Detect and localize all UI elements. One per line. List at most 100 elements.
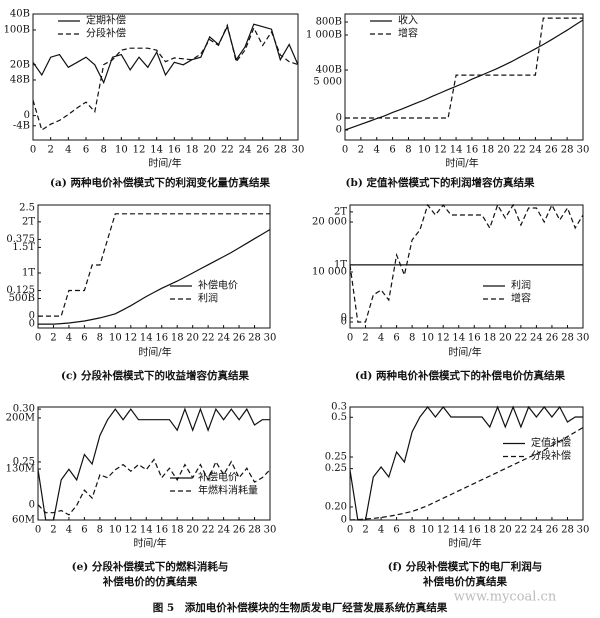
series-line — [345, 17, 583, 119]
x-tick-label: 0 — [342, 145, 348, 156]
y-tick-label: 0 — [29, 319, 35, 330]
y-tick-label: 20 000 — [312, 217, 347, 228]
x-tick-label: 18 — [483, 333, 496, 344]
legend-label: 增容 — [511, 292, 531, 305]
x-tick-label: 14 — [150, 145, 163, 156]
x-tick-label: 30 — [577, 525, 590, 536]
x-tick-label: 6 — [393, 333, 399, 344]
series-line — [37, 458, 271, 516]
x-tick-label: 28 — [561, 525, 574, 536]
series-line — [32, 23, 299, 131]
x-tick-label: 30 — [264, 525, 277, 536]
plot-frame — [37, 406, 271, 521]
x-tick-label: 18 — [171, 525, 184, 536]
x-tick-label: 30 — [577, 333, 590, 344]
legend-label: 分段补偿 — [531, 449, 571, 462]
y-tick-label: 20B — [10, 59, 30, 70]
x-tick-label: 20 — [203, 145, 216, 156]
caption: (b) 定值补偿模式下的利润增容仿真结果 — [346, 176, 535, 189]
y-tick-label: 800B — [316, 17, 342, 28]
x-tick-label: 10 — [421, 525, 434, 536]
x-tick-label: 16 — [468, 333, 481, 344]
x-tick-label: 6 — [83, 145, 89, 156]
legend-label: 增容 — [398, 27, 418, 40]
series-line — [344, 19, 584, 131]
x-axis-label: 时间/年 — [448, 346, 481, 359]
x-tick-label: 24 — [239, 145, 252, 156]
y-tick-label: 0 — [29, 311, 35, 322]
plot-frame — [37, 204, 271, 329]
x-tick-label: 12 — [133, 145, 146, 156]
x-tick-label: 20 — [186, 333, 199, 344]
series-line — [37, 407, 270, 521]
x-tick-label: 26 — [546, 525, 559, 536]
x-tick-label: 22 — [514, 333, 527, 344]
x-tick-label: 0 — [35, 525, 41, 536]
legend-label: 定值补偿 — [531, 436, 571, 449]
x-tick-label: 26 — [233, 333, 246, 344]
x-tick-label: 8 — [97, 525, 103, 536]
y-tick-label: 0 — [24, 110, 30, 121]
x-tick-label: 0 — [347, 333, 353, 344]
figure-caption: 图 5 添加电价补偿模块的生物质发电厂经营发展系统仿真结果 — [153, 601, 448, 614]
y-tick-label: 0.25 — [13, 456, 35, 467]
y-tick-label: 0.25 — [325, 452, 347, 463]
series-line — [38, 213, 270, 317]
x-tick-label: 22 — [202, 333, 215, 344]
x-tick-label: 2 — [362, 333, 368, 344]
x-tick-label: 10 — [421, 333, 434, 344]
y-tick-label: 1.5T — [12, 242, 35, 253]
caption: 补偿电价的仿真结果 — [102, 575, 198, 588]
x-tick-label: 6 — [81, 525, 87, 536]
caption: (f) 分段补偿模式下的电厂利润与 — [388, 560, 543, 573]
x-tick-label: 8 — [97, 333, 103, 344]
x-tick-label: 18 — [171, 333, 184, 344]
legend-label: 利润 — [511, 279, 531, 292]
plot-frame — [344, 13, 584, 141]
series-line — [349, 426, 584, 521]
x-tick-label: 28 — [248, 525, 261, 536]
x-tick-label: 12 — [437, 525, 450, 536]
x-tick-label: 0 — [347, 525, 353, 536]
x-tick-label: 12 — [124, 525, 137, 536]
y-tick-label: 0 — [336, 113, 342, 124]
x-tick-label: 14 — [140, 333, 153, 344]
x-tick-label: 10 — [109, 525, 122, 536]
x-axis-label: 时间/年 — [448, 537, 481, 550]
x-tick-label: 26 — [545, 145, 558, 156]
x-tick-label: 22 — [202, 525, 215, 536]
x-tick-label: 30 — [577, 145, 590, 156]
x-tick-label: 12 — [437, 333, 450, 344]
x-tick-label: 4 — [378, 525, 384, 536]
x-tick-label: 6 — [389, 145, 395, 156]
plot-frame — [32, 13, 299, 141]
x-axis-label: 时间/年 — [133, 537, 166, 550]
x-tick-label: 2 — [358, 145, 364, 156]
x-tick-label: 28 — [248, 333, 261, 344]
x-tick-label: 30 — [264, 333, 277, 344]
y-tick-label: 0 — [341, 317, 347, 328]
legend-label: 补偿电价 — [198, 279, 238, 292]
x-tick-label: 26 — [256, 145, 269, 156]
x-tick-label: 8 — [409, 333, 415, 344]
x-tick-label: 14 — [452, 333, 465, 344]
y-tick-label: 0.375 — [6, 234, 35, 245]
x-tick-label: 30 — [292, 145, 305, 156]
x-axis-label: 时间/年 — [445, 157, 478, 170]
x-tick-label: 10 — [115, 145, 128, 156]
y-tick-label: 0.5 — [331, 412, 347, 423]
y-tick-label: 0.30 — [13, 404, 35, 415]
series-line — [349, 405, 583, 521]
axis-annotation: 0 — [29, 500, 35, 511]
y-tick-label: 1T — [22, 267, 35, 278]
x-tick-label: 2 — [47, 145, 53, 156]
x-axis-label: 时间/年 — [138, 346, 171, 359]
legend-label: 补偿电价 — [198, 471, 238, 484]
axis-annotation: 2.5 — [19, 203, 35, 214]
x-tick-label: 16 — [168, 145, 181, 156]
x-tick-label: 14 — [452, 525, 465, 536]
x-tick-label: 2 — [50, 525, 56, 536]
y-tick-label: 200M — [6, 412, 35, 423]
x-tick-label: 8 — [405, 145, 411, 156]
